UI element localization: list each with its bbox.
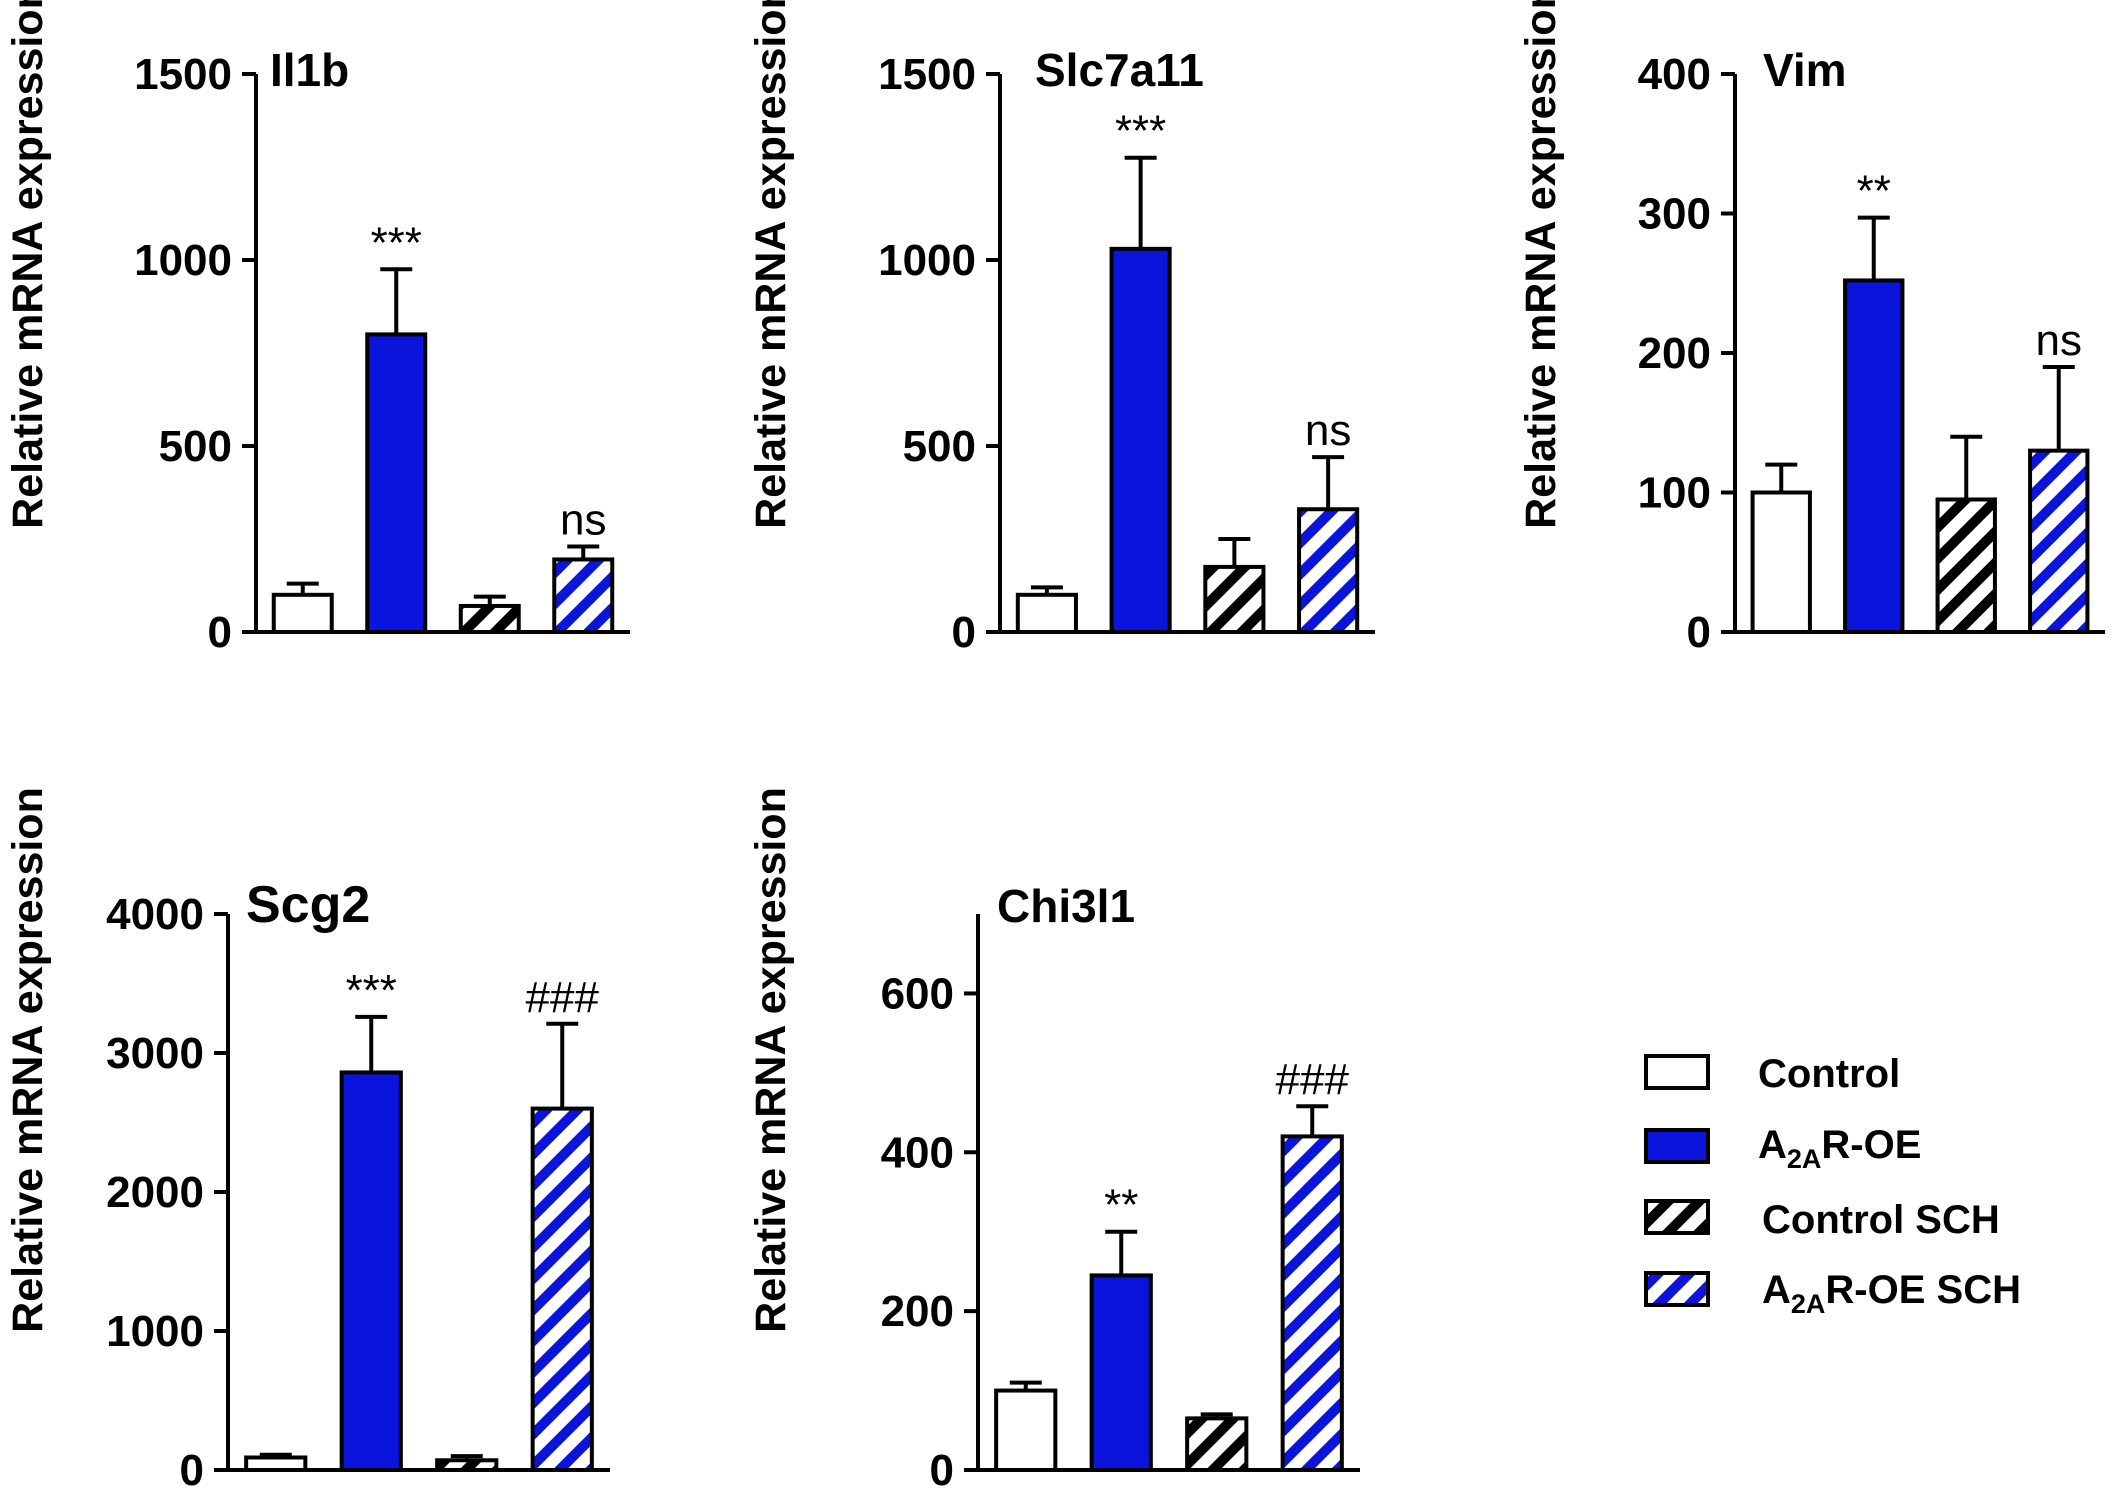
y-tick-label: 0 — [1687, 608, 1711, 657]
legend-swatch-control-sch — [1644, 1199, 1710, 1235]
legend-label-control: Control — [1758, 1052, 1900, 1096]
legend-label-control-sch: Control SCH — [1762, 1198, 2000, 1242]
svg-text:Control: Control — [1758, 1052, 1900, 1096]
y-tick-label: 0 — [208, 608, 232, 657]
plot-area: 0 500 1000 1500 *** ns — [878, 50, 1375, 657]
legend-label-a2ar-oe-rest: R-OE — [1821, 1123, 1921, 1167]
y-tick-label: 300 — [1638, 190, 1711, 239]
legend-item-a2ar-oe: A2AR-OE — [1644, 1123, 1921, 1174]
y-axis-label: Relative mRNA expression — [4, 0, 52, 529]
bar-control — [994, 1388, 1058, 1472]
y-axis-label: Relative mRNA expression — [1517, 0, 1565, 529]
legend-swatch-a2ar-oe — [1644, 1128, 1710, 1164]
significance-label: ** — [1104, 1181, 1138, 1230]
y-tick-label: 200 — [881, 1287, 954, 1336]
bar-control-sch — [1185, 1416, 1249, 1473]
y-tick-label: 1500 — [878, 50, 976, 99]
y-tick-label: 1500 — [134, 50, 232, 99]
y-tick-label: 500 — [159, 422, 232, 471]
significance-label: ### — [526, 973, 600, 1022]
bar-a2ar-oe — [365, 332, 428, 634]
significance-label: ** — [1857, 167, 1891, 216]
panel-title: Chi3l1 — [997, 880, 1135, 932]
bar-a2ar-oe — [339, 1070, 403, 1472]
bar-a2ar-oe — [1089, 1273, 1153, 1473]
y-tick-label: 1000 — [134, 236, 232, 285]
legend: Control A2AR-OE Control SCH A2AR-OE SCH — [1644, 1052, 2021, 1319]
significance-label: *** — [346, 966, 397, 1015]
plot-area: 0 1000 2000 3000 4000 *** ### — [106, 890, 610, 1495]
legend-item-a2ar-oe-sch: A2AR-OE SCH — [1644, 1268, 2021, 1319]
y-tick-label: 2000 — [106, 1168, 204, 1217]
y-tick-label: 0 — [180, 1446, 204, 1495]
y-axis-label: Relative mRNA expression — [747, 0, 795, 529]
bar-a2ar-oe-sch — [552, 557, 615, 635]
y-tick-label: 600 — [881, 969, 954, 1018]
significance-label: *** — [1115, 107, 1166, 156]
panel-slc7a11: Relative mRNA expression Slc7a11 0 500 100… — [747, 0, 1375, 657]
bar-a2ar-oe — [1843, 278, 1905, 634]
bar-control-sch — [1203, 564, 1266, 635]
legend-label-a2ar-oe-sch-rest: R-OE SCH — [1825, 1268, 2021, 1312]
legend-label-a2ar-oe-main: A — [1758, 1123, 1787, 1167]
significance-label: ns — [2036, 316, 2082, 365]
y-tick-label: 1000 — [106, 1307, 204, 1356]
bar-control-sch — [458, 603, 521, 635]
plot-area: 0 100 200 300 400 ** ns — [1638, 50, 2105, 657]
plot-area: 0 500 1000 1500 *** ns — [134, 50, 630, 657]
bar-a2ar-oe — [1109, 246, 1172, 634]
panel-title: Slc7a11 — [1035, 44, 1204, 96]
bar-control — [244, 1455, 308, 1472]
svg-text:A2AR-OE SCH: A2AR-OE SCH — [1762, 1268, 2021, 1319]
bar-a2ar-oe-sch — [2028, 448, 2090, 634]
bar-a2ar-oe-sch — [1297, 507, 1360, 634]
panel-title: Scg2 — [246, 876, 370, 934]
panel-chi3l1: Relative mRNA expression Chi3l1 0 200 400 6… — [747, 787, 1360, 1495]
svg-text:A2AR-OE: A2AR-OE — [1758, 1123, 1921, 1174]
legend-label-a2ar-oe-sub: 2A — [1787, 1144, 1822, 1174]
panel-vim: Relative mRNA expression Vim 0 100 200 300 4… — [1517, 0, 2105, 657]
y-tick-label: 200 — [1638, 329, 1711, 378]
y-tick-label: 400 — [1638, 50, 1711, 99]
significance-label: ns — [560, 495, 606, 544]
significance-label: ns — [1305, 406, 1351, 455]
bar-control — [1750, 490, 1812, 634]
y-axis-label: Relative mRNA expression — [747, 787, 795, 1333]
y-tick-label: 4000 — [106, 890, 204, 939]
bar-control-sch — [435, 1458, 499, 1473]
y-axis-label: Relative mRNA expression — [4, 787, 52, 1333]
svg-text:Control SCH: Control SCH — [1762, 1198, 2000, 1242]
significance-label: ### — [1276, 1055, 1350, 1104]
legend-item-control-sch: Control SCH — [1644, 1198, 2000, 1242]
legend-item-control: Control — [1644, 1052, 1900, 1096]
significance-label: *** — [371, 218, 422, 267]
bar-a2ar-oe-sch — [1280, 1134, 1344, 1473]
bar-control-sch — [1935, 497, 1997, 634]
legend-label-a2ar-oe-sch-main: A — [1762, 1268, 1791, 1312]
panel-title: Vim — [1763, 44, 1847, 96]
y-tick-label: 500 — [903, 422, 976, 471]
legend-swatch-control — [1644, 1054, 1710, 1090]
y-tick-label: 3000 — [106, 1029, 204, 1078]
plot-area: 0 200 400 600 ** ### — [881, 914, 1360, 1495]
panel-scg2: Relative mRNA expression Scg2 0 1000 2000 3… — [4, 787, 610, 1495]
y-tick-label: 0 — [952, 608, 976, 657]
y-tick-label: 100 — [1638, 469, 1711, 518]
bar-control — [1015, 592, 1078, 634]
panel-il1b: Relative mRNA expression Il1b 0 500 1000 15… — [4, 0, 630, 657]
y-tick-label: 400 — [881, 1128, 954, 1177]
bar-control — [271, 592, 334, 634]
legend-label-a2ar-oe-sch-sub: 2A — [1791, 1289, 1826, 1319]
legend-swatch-a2ar-oe-sch — [1644, 1271, 1710, 1307]
bar-a2ar-oe-sch — [530, 1106, 594, 1472]
panel-title: Il1b — [270, 44, 349, 96]
y-tick-label: 1000 — [878, 236, 976, 285]
y-tick-label: 0 — [930, 1446, 954, 1495]
